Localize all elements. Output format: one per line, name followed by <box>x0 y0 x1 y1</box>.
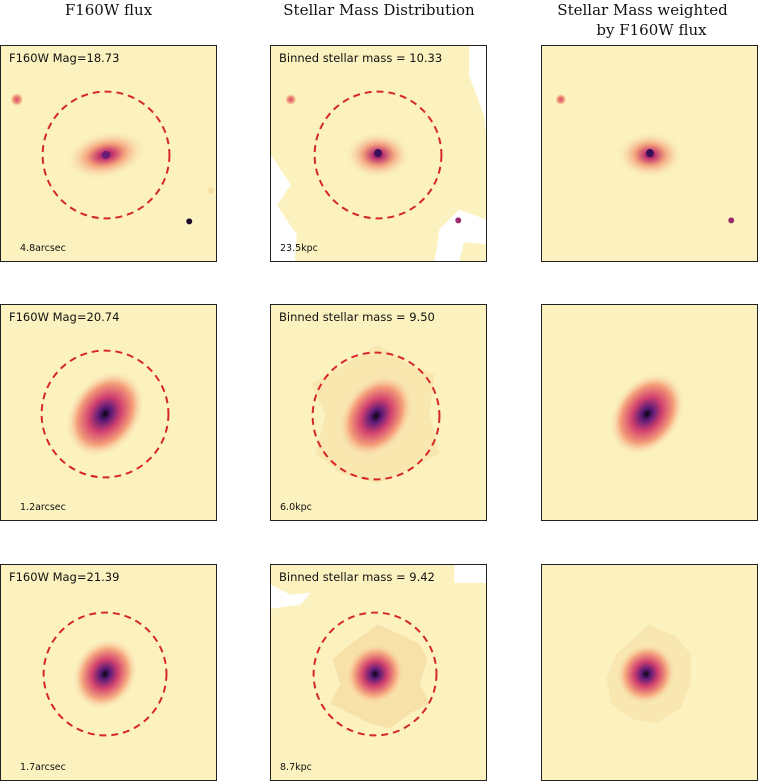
flux-image <box>9 90 215 225</box>
flux-magnitude-label: F160W Mag=20.74 <box>9 310 120 324</box>
column-title-weighted: Stellar Mass weighted by F160W flux <box>527 0 758 40</box>
panel-flux-row1: F160W Mag=18.73 4.8arcsec <box>0 45 217 262</box>
mass-label: Binned stellar mass = 9.50 <box>279 310 435 324</box>
column-title-line: F160W flux <box>64 1 153 19</box>
column-title-line: Stellar Mass Distribution <box>283 1 475 19</box>
flux-scale-label: 4.8arcsec <box>20 243 66 254</box>
mass-image <box>271 565 486 737</box>
weighted-image <box>609 371 686 457</box>
mass-scale-label: 8.7kpc <box>280 762 312 773</box>
column-title-mass: Stellar Mass Distribution <box>256 0 502 20</box>
column-title-line: Stellar Mass weighted <box>557 1 728 19</box>
mass-scale-label: 6.0kpc <box>280 502 312 513</box>
flux-scale-label: 1.7arcsec <box>20 762 66 773</box>
weighted-image <box>554 93 735 224</box>
panel-flux-row2: F160W Mag=20.74 1.2arcsec <box>0 304 217 521</box>
mass-image <box>310 344 441 484</box>
mass-label: Binned stellar mass = 10.33 <box>279 51 443 65</box>
panel-mass-row1: Binned stellar mass = 10.33 23.5kpc <box>270 45 487 262</box>
panel-mass-row2: Binned stellar mass = 9.50 6.0kpc <box>270 304 487 521</box>
flux-magnitude-label: F160W Mag=21.39 <box>9 570 120 584</box>
panel-weighted-row1 <box>541 45 758 262</box>
column-title-flux: F160W flux <box>0 0 217 20</box>
panel-weighted-row3 <box>541 564 758 781</box>
flux-image <box>42 611 168 737</box>
flux-magnitude-label: F160W Mag=18.73 <box>9 51 120 65</box>
flux-image <box>40 349 170 479</box>
column-title-line: by F160W flux <box>596 21 707 39</box>
panel-flux-row3: F160W Mag=21.39 1.7arcsec <box>0 564 217 781</box>
mass-image <box>271 46 486 261</box>
mass-scale-label: 23.5kpc <box>280 243 318 254</box>
panel-mass-row3: Binned stellar mass = 9.42 8.7kpc <box>270 564 487 781</box>
panel-weighted-row2 <box>541 304 758 521</box>
weighted-image <box>606 624 691 724</box>
mass-label: Binned stellar mass = 9.42 <box>279 570 435 584</box>
flux-scale-label: 1.2arcsec <box>20 502 66 513</box>
